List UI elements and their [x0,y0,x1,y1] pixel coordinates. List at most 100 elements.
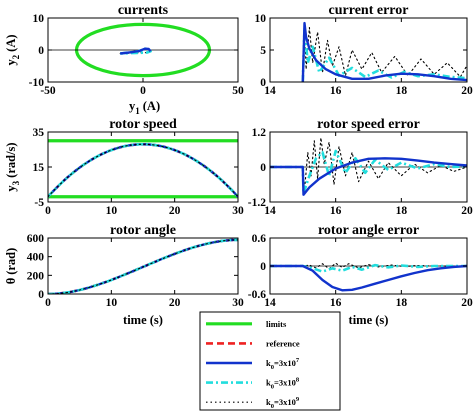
x-axis-label: time (s) [123,313,163,327]
y-tick-label: 0.6 [252,233,267,245]
y-tick-label: 5 [260,45,266,57]
legend-exp: 8 [296,377,300,384]
series-k1-trajectory [120,47,152,55]
x-tick-label: 20 [169,297,181,309]
legend-label-reference: reference [266,338,300,348]
chart-title: rotor angle error [318,223,419,238]
y-tick-label: 200 [27,270,45,282]
axes-frame [269,131,468,203]
plot-area [270,137,467,196]
x-tick-label: 30 [232,205,244,217]
x-axis-label-sub: 1 [135,106,140,116]
legend-sub: 0 [271,403,274,410]
x-tick-label: 16 [330,205,342,217]
axes-frame [47,131,239,203]
y-axis-label-sub: 2 [11,54,21,59]
y-tick-label: 0 [260,77,266,89]
plot-area [48,139,238,199]
x-axis-label-unit: (A) [143,99,160,113]
panel-current-error: current error 14 16 18 20 0 5 10 [255,3,474,97]
legend-sub: 0 [271,384,274,391]
chart-title: rotor angle [110,223,176,238]
y-axis-label-sub: 3 [11,180,21,185]
x-tick-label: 14 [264,205,276,217]
legend-label-limits: limits [266,319,287,329]
legend-exp: 7 [296,357,300,364]
panel-rotor-angle: rotor angle 0 10 20 30 0 200 400 600 time (s) θ(ra… [4,223,244,327]
y-tick-label: 35 [33,127,45,139]
series-k2 [270,149,467,195]
x-tick-label: -50 [40,85,56,97]
y-axis-label-unit: (A) [4,34,18,51]
plot-area [48,238,238,294]
series-k1 [270,157,467,196]
chart-title: rotor speed [109,117,177,132]
y-tick-label: -10 [29,77,45,89]
axes-frame [47,17,239,83]
x-tick-label: 20 [461,85,473,97]
axes-frame [47,237,239,295]
y-tick-label: 0 [260,162,266,174]
x-tick-label: 30 [232,297,244,309]
panel-rotor-speed-error: rotor speed error 14 16 18 20 -1.2 0 1.2 [248,117,473,217]
y-tick-label: 1.2 [252,127,267,139]
y-tick-label: 10 [255,13,267,25]
x-tick-label: 10 [106,297,118,309]
legend-text: =3x10 [274,378,296,388]
legend-label-k1: k0=3x107 [266,357,300,371]
series-k2 [270,263,467,273]
legend-text: =3x10 [274,358,296,368]
x-tick-label: 0 [140,85,146,97]
y-axis-label-unit: (rad) [4,248,18,275]
axes-frame [269,17,468,83]
chart-title: rotor speed error [317,117,420,132]
x-tick-label: 10 [106,205,118,217]
x-tick-label: 20 [461,205,473,217]
x-tick-label: 14 [264,85,276,97]
y-tick-label: 10 [33,13,45,25]
y-tick-label: 600 [27,233,45,245]
x-tick-label: 18 [396,297,408,309]
legend-exp: 9 [296,396,300,403]
chart-title: currents [118,3,169,18]
series-k1 [270,264,467,292]
y-axis-label: y2(A) [4,34,21,65]
series-k3 [270,262,467,270]
y-tick-label: 0 [260,261,266,273]
y-tick-label: -1.2 [248,197,266,209]
x-tick-label: 14 [264,297,276,309]
y-tick-label: -5 [34,197,44,209]
y-axis-label: θ(rad) [4,248,18,285]
series-k1 [301,21,467,82]
series-k3 [48,239,238,294]
x-tick-label: 16 [330,297,342,309]
y-tick-label: 0 [38,45,44,57]
plot-area [301,21,467,82]
x-tick-label: 18 [396,85,408,97]
y-tick-label: 400 [27,252,45,264]
legend-label-k2: k0=3x108 [266,377,300,391]
legend-frame [199,311,341,411]
y-tick-label: -0.6 [248,289,266,301]
chart-title: current error [329,3,409,18]
x-tick-label: 16 [330,85,342,97]
x-tick-label: 50 [232,85,244,97]
legend-text: =3x10 [274,397,296,407]
x-axis-label: time (s) [349,313,389,327]
y-tick-label: 0 [38,289,44,301]
x-tick-label: 20 [461,297,473,309]
panel-rotor-angle-error: rotor angle error 14 16 18 20 -0.6 0 0.6 time (s… [248,223,473,327]
series-k3 [48,143,238,198]
y-axis-label-unit: (rad/s) [4,142,18,177]
axes-frame [269,237,468,295]
plot-area [48,22,238,78]
legend-label-k3: k0=3x109 [266,396,300,410]
plot-area [270,262,467,292]
x-tick-label: 20 [169,205,181,217]
x-tick-label: 18 [396,205,408,217]
y-axis-label: y3(rad/s) [4,142,21,191]
